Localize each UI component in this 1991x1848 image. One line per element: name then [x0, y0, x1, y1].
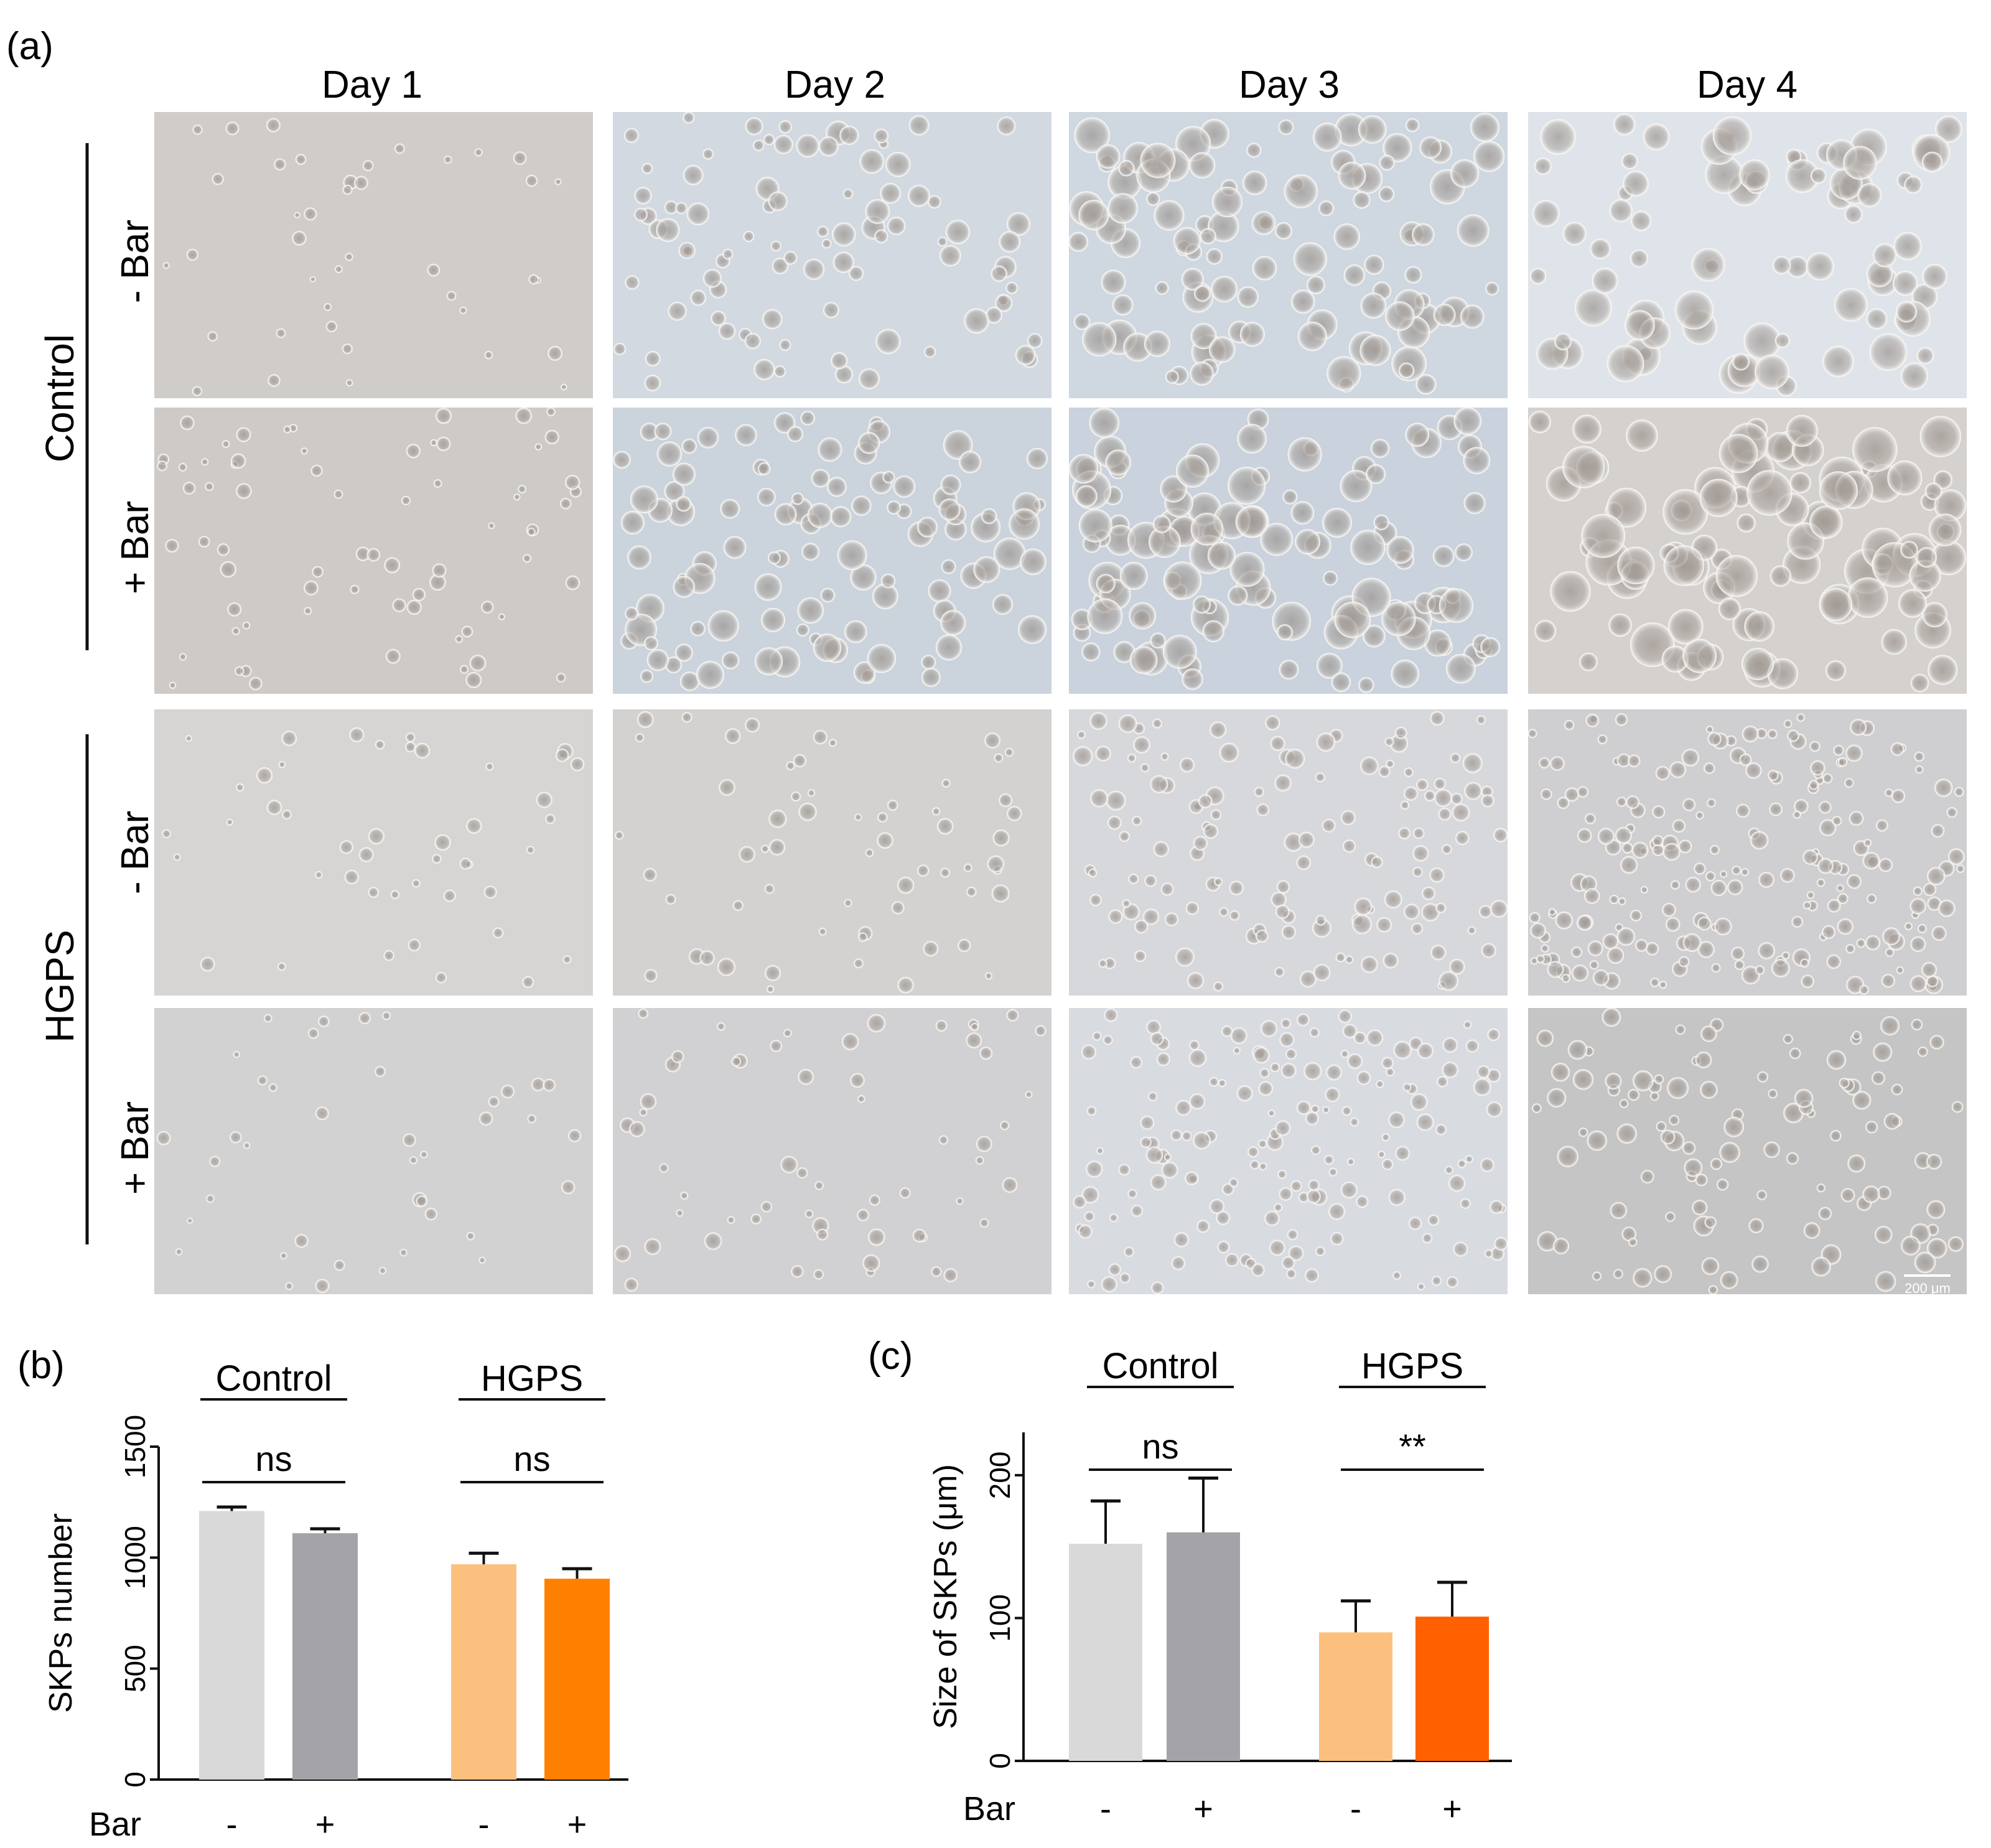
y-tick-label: 1000 [119, 1526, 151, 1589]
micrograph-tile [154, 407, 593, 694]
day-label-4: Day 4 [1697, 63, 1797, 106]
micrograph-tile [154, 1008, 593, 1294]
scale-bar-label: 200 μm [1905, 1281, 1951, 1296]
category-label: + [315, 1806, 335, 1843]
micrograph-tile [1068, 407, 1508, 694]
category-label: - [1100, 1790, 1111, 1827]
category-label: + [1193, 1790, 1213, 1827]
chart-group-label: Control [216, 1358, 332, 1399]
micrograph-grid [154, 111, 1967, 1295]
y-tick-label: 1500 [119, 1415, 151, 1478]
y-tick-label: 0 [984, 1753, 1016, 1769]
micrograph-tile [1069, 1008, 1508, 1294]
significance-label: ns [255, 1439, 292, 1478]
chart-c: 0 100 200 Size of SKPs (μm) - + - + Bar Control ns… [928, 1346, 1512, 1827]
significance-label: ns [513, 1439, 550, 1478]
day-label-3: Day 3 [1239, 63, 1340, 106]
micrograph-tile [613, 709, 1051, 996]
bar [292, 1533, 358, 1780]
y-tick-label: 200 [984, 1451, 1016, 1499]
micrograph-tile [154, 112, 593, 398]
row-label-hgps-plus-bar: + Bar [114, 1101, 157, 1195]
x-axis-label: Bar [963, 1790, 1015, 1827]
row-label-control-plus-bar: + Bar [114, 501, 157, 594]
bar [1415, 1617, 1489, 1761]
micrograph-tile [613, 111, 1051, 398]
micrograph-tile [1528, 408, 1967, 694]
y-axis-label: SKPs number [43, 1513, 79, 1713]
micrograph-tile [613, 1008, 1051, 1294]
micrograph-tile [613, 408, 1051, 694]
chart-group-label: HGPS [1361, 1346, 1463, 1386]
y-tick-label: 0 [119, 1771, 151, 1788]
bar [544, 1579, 610, 1780]
bar [199, 1511, 264, 1780]
chart-group-label: HGPS [481, 1358, 583, 1399]
group-label-hgps: HGPS [37, 930, 82, 1042]
y-tick-label: 100 [984, 1594, 1016, 1642]
row-label-hgps-minus-bar: - Bar [114, 811, 157, 894]
category-label: - [1350, 1790, 1361, 1827]
day-label-1: Day 1 [322, 63, 422, 106]
micrograph-tile [1068, 112, 1508, 398]
category-label: + [1442, 1790, 1462, 1827]
day-label-2: Day 2 [785, 63, 885, 106]
significance-label: ns [1142, 1427, 1178, 1466]
category-label: - [478, 1806, 490, 1843]
bar [451, 1564, 516, 1780]
chart-b: 0 500 1000 1500 SKPs number - + - + Bar Control ns H… [43, 1358, 628, 1843]
category-label: + [567, 1806, 587, 1843]
category-label: - [226, 1806, 238, 1843]
bar [1167, 1532, 1240, 1761]
group-label-control: Control [37, 334, 82, 462]
row-label-control-minus-bar: - Bar [114, 220, 157, 303]
micrograph-tile [1528, 112, 1967, 398]
bar [1069, 1544, 1142, 1761]
panel-a-label: (a) [6, 25, 54, 68]
micrograph-tile [1528, 1007, 1967, 1295]
micrograph-tile [1527, 709, 1967, 996]
significance-label: ** [1399, 1427, 1426, 1466]
panel-c-label: (c) [868, 1335, 913, 1378]
chart-group-label: Control [1103, 1346, 1219, 1386]
micrograph-tile [154, 709, 593, 996]
bar [1319, 1632, 1392, 1761]
y-axis-label: Size of SKPs (μm) [928, 1464, 964, 1729]
micrograph-tile [1069, 709, 1508, 996]
y-tick-label: 500 [119, 1645, 151, 1692]
x-axis-label: Bar [89, 1806, 141, 1843]
panel-b-label: (b) [17, 1344, 65, 1387]
